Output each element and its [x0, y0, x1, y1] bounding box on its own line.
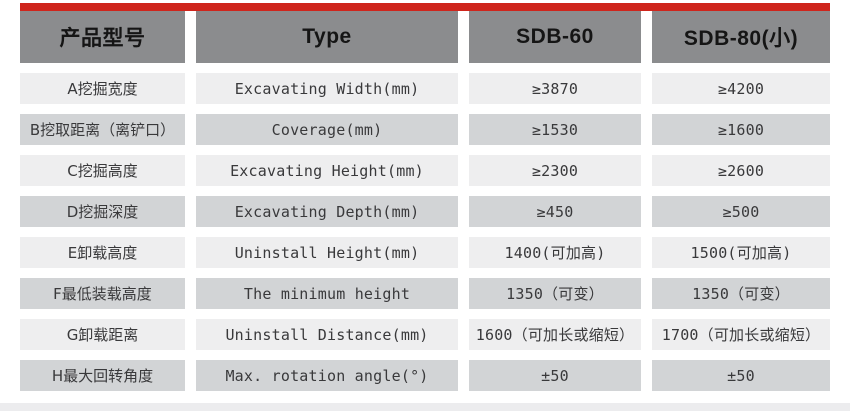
- row-label-cell: B挖取距离（离铲口）: [20, 114, 185, 145]
- type-cell: Excavating Height(mm): [196, 155, 458, 186]
- type-cell: Max. rotation angle(°): [196, 360, 458, 391]
- sdb60-value-cell: 1400(可加高): [469, 237, 641, 268]
- sdb80-value-cell: ≥4200: [652, 73, 830, 104]
- sdb80-value-cell: ±50: [652, 360, 830, 391]
- type-cell: Excavating Depth(mm): [196, 196, 458, 227]
- header-cell-sdb80: SDB-80(小): [652, 11, 830, 63]
- row-label-cell: D挖掘深度: [20, 196, 185, 227]
- type-cell: Uninstall Height(mm): [196, 237, 458, 268]
- sdb80-value-cell: 1500(可加高): [652, 237, 830, 268]
- sdb60-value-cell: 1350（可变）: [469, 278, 641, 309]
- row-label-cell: H最大回转角度: [20, 360, 185, 391]
- row-label-cell: C挖掘高度: [20, 155, 185, 186]
- bottom-band: [0, 403, 850, 411]
- sdb60-value-cell: ±50: [469, 360, 641, 391]
- sdb60-value-cell: ≥2300: [469, 155, 641, 186]
- type-cell: Coverage(mm): [196, 114, 458, 145]
- sdb80-value-cell: 1700（可加长或缩短）: [652, 319, 830, 350]
- sdb80-value-cell: 1350（可变）: [652, 278, 830, 309]
- sdb80-value-cell: ≥500: [652, 196, 830, 227]
- sdb60-value-cell: ≥450: [469, 196, 641, 227]
- sdb60-value-cell: 1600（可加长或缩短）: [469, 319, 641, 350]
- header-cell-sdb60: SDB-60: [469, 11, 641, 63]
- header-cell-model: 产品型号: [20, 11, 185, 63]
- type-cell: Excavating Width(mm): [196, 73, 458, 104]
- sdb80-value-cell: ≥2600: [652, 155, 830, 186]
- type-cell: Uninstall Distance(mm): [196, 319, 458, 350]
- row-label-cell: G卸载距离: [20, 319, 185, 350]
- sdb80-value-cell: ≥1600: [652, 114, 830, 145]
- row-label-cell: E卸载高度: [20, 237, 185, 268]
- spec-table: 产品型号 Type SDB-60 SDB-80(小) A挖掘宽度 Excavat…: [20, 11, 830, 391]
- header-cell-type: Type: [196, 11, 458, 63]
- row-label-cell: F最低装载高度: [20, 278, 185, 309]
- accent-bar: [20, 3, 830, 11]
- type-cell: The minimum height: [196, 278, 458, 309]
- sdb60-value-cell: ≥3870: [469, 73, 641, 104]
- sdb60-value-cell: ≥1530: [469, 114, 641, 145]
- row-label-cell: A挖掘宽度: [20, 73, 185, 104]
